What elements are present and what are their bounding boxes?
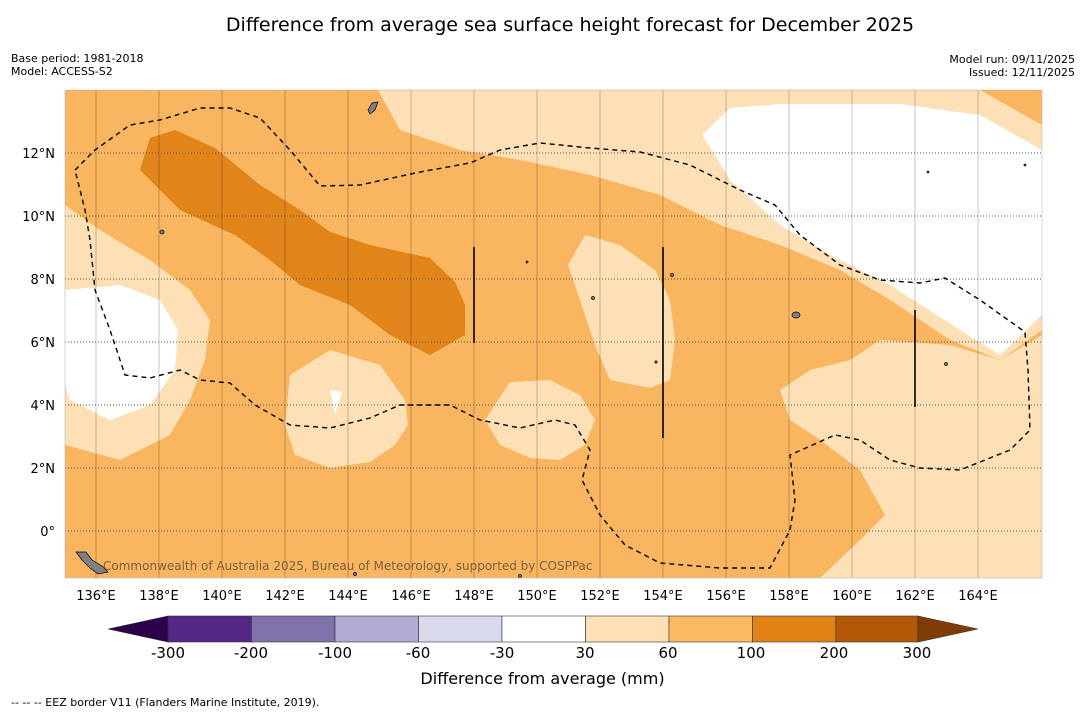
lat-label-0: 0° — [40, 525, 55, 540]
colorbar-swatch-6 — [585, 615, 670, 643]
lon-label-156E: 156°E — [706, 589, 746, 604]
lon-label-136E: 136°E — [76, 589, 116, 604]
lon-label-142E: 142°E — [265, 589, 305, 604]
colorbar-label-neg100: -100 — [317, 644, 353, 662]
colorbar-label-30: 30 — [575, 644, 595, 662]
model-run: Model run: 09/11/2025 — [949, 53, 1075, 66]
band-30-60-patch-153E — [568, 235, 675, 388]
colorbar-label-neg200: -200 — [233, 644, 269, 662]
issued-date: Issued: 12/11/2025 — [968, 66, 1075, 79]
colorbar-extend-high — [917, 615, 979, 643]
base-period: Base period: 1981-2018 — [11, 52, 144, 65]
map-plot-area: Commonwealth of Australia 2025, Bureau o… — [65, 90, 1042, 578]
lon-label-138E: 138°E — [139, 589, 179, 604]
lon-label-152E: 152°E — [580, 589, 620, 604]
colorbar-label-300: 300 — [902, 644, 932, 662]
colorbar-swatch-1 — [167, 615, 252, 643]
map-title: Difference from average sea surface heig… — [225, 14, 915, 36]
colorbar-swatch-8 — [752, 615, 837, 643]
band-100-200 — [140, 130, 465, 355]
colorbar-swatch-3 — [334, 615, 419, 643]
lon-label-154E: 154°E — [643, 589, 683, 604]
band-30-60-east — [780, 335, 1042, 578]
longitude-labels: 136°E 138°E 140°E 142°E 144°E 146°E 148°… — [76, 589, 998, 604]
band-neutral-northeast — [702, 104, 1042, 355]
lon-label-160E: 160°E — [832, 589, 872, 604]
colorbar-swatch-5 — [501, 615, 586, 643]
lat-label-4N: 4°N — [31, 399, 56, 414]
band-neutral-patch-144E — [330, 390, 342, 415]
colorbar-label-neg30: -30 — [489, 644, 515, 662]
parallel-gridlines — [65, 152, 1042, 532]
latitude-labels: 12°N 10°N 8°N 6°N 4°N 2°N 0° — [22, 147, 55, 540]
lon-label-162E: 162°E — [895, 589, 935, 604]
eez-border-fsm-palau — [74, 107, 1031, 569]
islands — [75, 101, 1027, 578]
lat-label-2N: 2°N — [31, 462, 56, 477]
lat-label-12N: 12°N — [22, 147, 55, 162]
solid-boundaries — [473, 247, 916, 438]
footnote: -- -- -- EEZ border V11 (Flanders Marine… — [11, 696, 320, 709]
lon-label-150E: 150°E — [517, 589, 557, 604]
meta-right: Model run: 09/11/2025 Issued: 12/11/2025 — [949, 53, 1075, 79]
lon-label-158E: 158°E — [769, 589, 809, 604]
copyright-text: Commonwealth of Australia 2025, Bureau o… — [103, 559, 593, 573]
colorbar-swatch-7 — [668, 615, 753, 643]
lon-label-144E: 144°E — [328, 589, 368, 604]
band-30-60-patch-144E — [285, 350, 408, 468]
lon-label-146E: 146°E — [391, 589, 431, 604]
colorbar-label-100: 100 — [736, 644, 766, 662]
meta-left: Base period: 1981-2018 Model: ACCESS-S2 — [11, 52, 143, 78]
colorbar-label-neg300: -300 — [150, 644, 186, 662]
plot-frame — [64, 89, 1043, 579]
lon-label-148E: 148°E — [454, 589, 494, 604]
colorbar-swatch-2 — [251, 615, 336, 643]
colorbar-extend-low — [107, 615, 169, 643]
lat-label-10N: 10°N — [22, 210, 55, 225]
lon-label-164E: 164°E — [958, 589, 998, 604]
colorbar-title: Difference from average (mm) — [420, 669, 665, 688]
lat-label-8N: 8°N — [31, 273, 56, 288]
lat-label-6N: 6°N — [31, 336, 56, 351]
colorbar-label-neg60: -60 — [405, 644, 431, 662]
lon-label-140E: 140°E — [202, 589, 242, 604]
band-30-60-patch-150E — [485, 380, 595, 460]
model-name: Model: ACCESS-S2 — [11, 65, 113, 78]
colorbar — [107, 615, 979, 643]
colorbar-swatch-9 — [835, 615, 919, 643]
band-neutral-west — [65, 285, 178, 420]
colorbar-label-60: 60 — [658, 644, 678, 662]
colorbar-swatch-4 — [418, 615, 503, 643]
colorbar-label-200: 200 — [819, 644, 849, 662]
